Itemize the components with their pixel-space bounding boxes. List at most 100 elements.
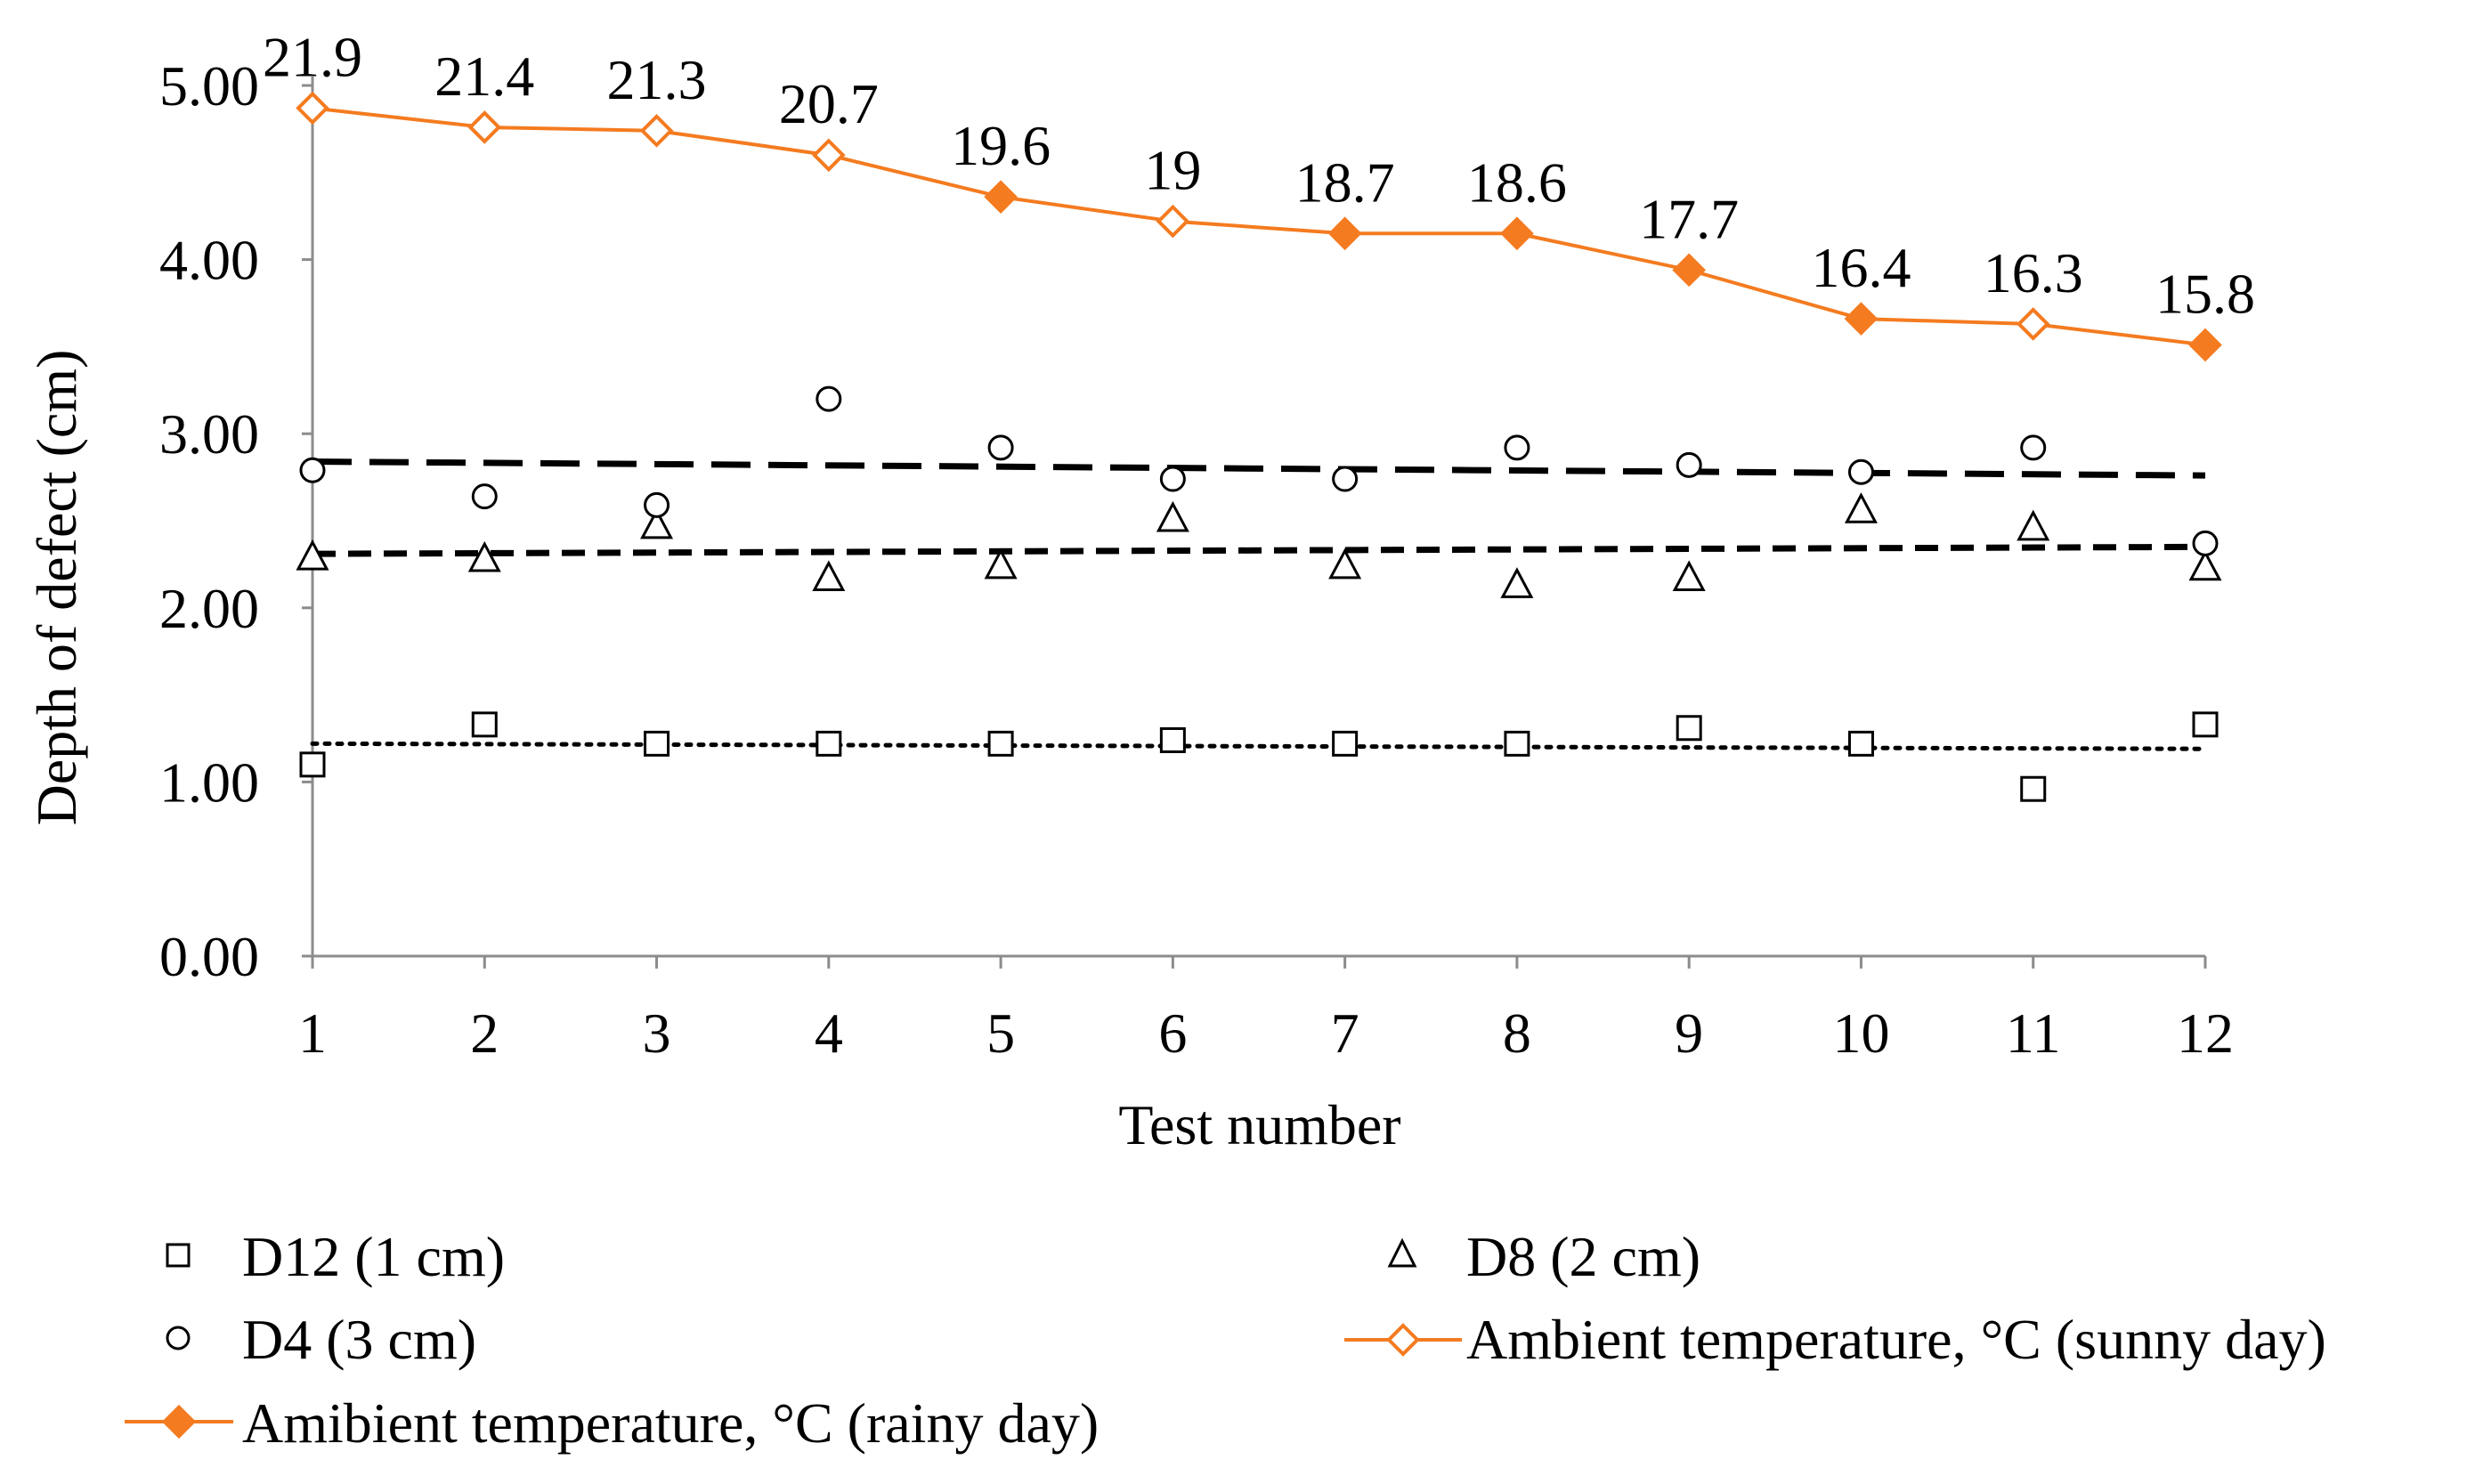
point-d12-7 [1332,730,1359,757]
legend-marker-d8 [1387,1237,1417,1268]
data-label-temp-5: 19.6 [951,114,1051,177]
point-d12-6 [1159,726,1186,753]
x-tick-label: 6 [1158,1001,1187,1065]
point-d8-8 [1500,567,1534,598]
y-tick-label: 5.00 [159,54,259,118]
data-label-temp-7: 18.7 [1295,150,1395,214]
data-label-temp-6: 19 [1144,139,1201,202]
x-axis-title: Test number [1118,1093,1400,1156]
point-d12-1 [299,751,326,778]
point-d8-2 [467,540,501,572]
point-d12-9 [1676,715,1702,742]
point-temp-4-sunny [811,138,846,173]
data-label-temp-12: 15.8 [2155,262,2255,325]
point-d4-10 [1847,458,1874,485]
data-label-temp-3: 21.3 [607,48,707,111]
x-tick-label: 7 [1331,1001,1359,1065]
data-label-temp-9: 17.7 [1639,187,1739,250]
trend-line-d8 [312,543,2206,557]
x-tick-label: 2 [470,1001,499,1065]
point-d12-10 [1847,730,1874,757]
point-d8-9 [1672,560,1706,592]
axes [311,77,2205,958]
point-d12-8 [1504,730,1530,757]
point-d4-6 [1159,466,1186,492]
point-d4-11 [2020,434,2047,461]
point-d8-10 [1844,492,1878,523]
x-tick-label: 3 [643,1001,671,1065]
temperature-series [296,91,2222,362]
legend-marker-temp-sunny [1386,1323,1420,1357]
temperature-line [312,106,2206,347]
point-temp-1-sunny [296,91,329,126]
point-temp-6-sunny [1156,204,1190,239]
point-d4-2 [471,483,498,510]
data-label-temp-8: 18.6 [1467,150,1567,214]
y-axis-ticks: 0.00 1.00 2.00 3.00 4.00 5.00 [159,54,312,988]
y-tick-label: 2.00 [159,577,259,640]
point-d12-5 [987,730,1014,757]
legend-item-temp-sunny: Ambient temperature, °C (sunny day) [1344,1308,2326,1371]
x-tick-label: 8 [1503,1001,1531,1065]
point-temp-12-rainy [2188,328,2222,362]
point-d12-2 [471,711,498,738]
point-d12-11 [2020,775,2047,802]
legend-item-d8: D8 (2 cm) [1387,1225,1700,1288]
y-axis-title: Depth of defect (cm) [25,350,88,826]
point-d8-11 [2017,509,2050,541]
data-marks [296,385,2222,802]
data-label-temp-10: 16.4 [1811,236,1911,299]
legend-label-d12: D12 (1 cm) [242,1225,505,1288]
legend-marker-temp-rainy [161,1404,197,1439]
y-tick-label: 1.00 [159,750,259,814]
point-d4-8 [1504,434,1530,461]
point-d4-3 [644,491,670,518]
legend-label-d4: D4 (3 cm) [242,1308,476,1371]
point-d8-1 [296,539,329,571]
point-d8-12 [2188,549,2222,581]
y-tick-label: 4.00 [159,229,259,292]
y-tick-label: 3.00 [159,402,259,466]
legend-item-temp-rainy: Amibient temperature, °C (rainy day) [125,1391,1099,1455]
point-temp-11-sunny [2016,307,2050,341]
legend-label-temp-sunny: Ambient temperature, °C (sunny day) [1466,1308,2326,1371]
data-label-temp-11: 16.3 [1984,241,2083,304]
point-d12-12 [2192,711,2219,738]
x-tick-label: 5 [986,1001,1015,1065]
point-temp-8-rainy [1500,216,1534,251]
point-d4-5 [987,434,1014,461]
legend-marker-d12 [166,1243,191,1268]
point-temp-5-rainy [984,180,1018,215]
x-tick-label: 10 [1832,1001,1889,1065]
point-d8-4 [812,560,846,592]
trend-line-d12 [310,741,2208,751]
point-d4-4 [816,385,842,412]
legend-marker-d4 [166,1326,191,1350]
point-d8-6 [1156,500,1189,532]
x-tick-label: 11 [2006,1001,2061,1065]
trend-lines [310,458,2208,751]
data-label-temp-2: 21.4 [434,45,534,108]
point-d8-7 [1328,547,1362,580]
point-d8-5 [984,547,1018,580]
x-tick-label: 9 [1675,1001,1703,1065]
legend-item-d4: D4 (3 cm) [166,1308,476,1371]
legend-label-d8: D8 (2 cm) [1466,1225,1700,1288]
point-temp-7-rainy [1327,216,1362,251]
legend-item-d12: D12 (1 cm) [166,1225,505,1288]
data-label-temp-4: 20.7 [779,72,879,135]
x-tick-label: 4 [815,1001,843,1065]
point-temp-2-sunny [467,110,502,144]
point-d12-4 [816,730,842,757]
point-d4-1 [299,457,326,483]
point-d4-7 [1332,466,1359,492]
x-axis-ticks: 1 2 3 4 5 6 7 8 9 10 11 12 [298,956,2234,1065]
data-label-temp-1: 21.9 [263,25,362,88]
legend-label-temp-rainy: Amibient temperature, °C (rainy day) [242,1391,1099,1455]
legend: D12 (1 cm) D8 (2 cm) D4 (3 cm) Ambient t… [125,1225,2326,1455]
point-temp-3-sunny [639,114,674,148]
point-d12-3 [644,730,670,757]
point-d4-9 [1676,451,1702,478]
point-d8-3 [640,507,674,539]
